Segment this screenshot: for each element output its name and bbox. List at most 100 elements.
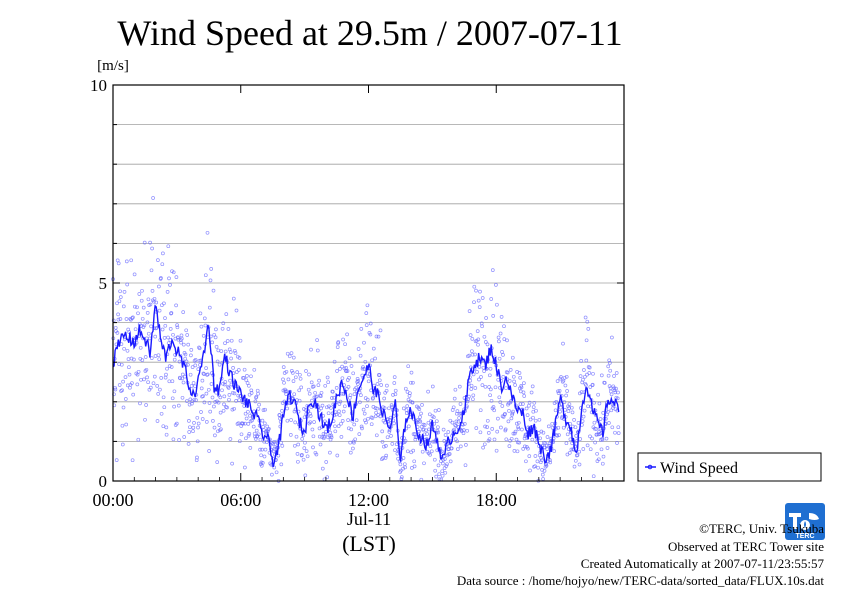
scatter-point xyxy=(220,388,224,393)
scatter-point xyxy=(249,388,254,393)
scatter-point xyxy=(224,312,229,316)
axis-ticks: 0 5 10 00:00 06:00 12:00 18:00 xyxy=(90,76,624,510)
scatter-point xyxy=(155,384,160,388)
scatter-point xyxy=(573,425,578,430)
scatter-point xyxy=(288,433,293,437)
scatter-point xyxy=(197,345,201,350)
scatter-point xyxy=(616,425,621,430)
scatter-point xyxy=(360,426,364,431)
scatter-point xyxy=(192,397,197,402)
scatter-point xyxy=(256,407,261,411)
scatter-point xyxy=(308,411,312,416)
scatter-point xyxy=(208,409,213,414)
scatter-point xyxy=(232,391,237,396)
scatter-point xyxy=(534,408,538,413)
scatter-point xyxy=(472,300,476,305)
scatter-point xyxy=(263,407,267,412)
scatter-point xyxy=(364,420,368,425)
scatter-point xyxy=(172,357,177,362)
scatter-point xyxy=(431,439,435,444)
scatter-point xyxy=(523,444,527,449)
scatter-point xyxy=(567,402,572,407)
scatter-point xyxy=(512,431,517,436)
scatter-point xyxy=(533,464,537,469)
scatter-point xyxy=(491,314,496,318)
scatter-point xyxy=(527,403,531,408)
scatter-point xyxy=(468,378,473,383)
scatter-point xyxy=(179,333,184,338)
scatter-point xyxy=(582,408,587,413)
scatter-point xyxy=(362,411,367,416)
scatter-point xyxy=(572,418,576,422)
scatter-point xyxy=(176,403,181,408)
scatter-point xyxy=(241,421,246,426)
scatter-point xyxy=(483,384,488,389)
scatter-point xyxy=(181,342,186,347)
scatter-point xyxy=(585,319,590,324)
scatter-point xyxy=(300,453,304,457)
scatter-point xyxy=(511,374,516,379)
scatter-point xyxy=(417,407,422,411)
scatter-point xyxy=(295,452,300,456)
scatter-point xyxy=(132,272,137,277)
scatter-point xyxy=(591,474,596,479)
scatter-point xyxy=(428,452,432,457)
scatter-point xyxy=(599,447,604,452)
scatter-point xyxy=(529,390,534,395)
scatter-point xyxy=(577,462,582,467)
scatter-point xyxy=(477,305,482,309)
scatter-point xyxy=(565,389,569,393)
scatter-point xyxy=(570,410,575,415)
scatter-point xyxy=(596,457,601,462)
scatter-point xyxy=(441,427,446,432)
scatter-point xyxy=(260,447,264,452)
scatter-point xyxy=(157,308,162,313)
scatter-point xyxy=(548,460,553,465)
scatter-point xyxy=(315,338,319,342)
scatter-point xyxy=(120,388,124,393)
scatter-point xyxy=(420,449,425,454)
scatter-point xyxy=(359,327,364,331)
scatter-point xyxy=(124,317,129,321)
scatter-point xyxy=(419,411,423,416)
scatter-point xyxy=(460,422,465,427)
x-tick-label: 12:00 xyxy=(348,490,389,510)
scatter-point xyxy=(277,413,282,417)
scatter-point xyxy=(604,436,609,441)
scatter-point xyxy=(204,391,209,396)
scatter-point xyxy=(116,317,121,322)
scatter-point xyxy=(481,365,486,370)
scatter-point xyxy=(114,458,119,462)
legend-box: Wind Speed xyxy=(637,452,822,482)
scatter-point xyxy=(521,390,526,395)
scatter-point xyxy=(525,413,530,417)
scatter-point xyxy=(334,386,339,390)
scatter-point xyxy=(450,420,455,425)
scatter-point xyxy=(389,434,393,438)
scatter-point xyxy=(317,434,322,439)
scatter-point xyxy=(495,302,499,307)
scatter-point xyxy=(586,327,591,331)
scatter-point xyxy=(219,349,224,353)
scatter-point xyxy=(279,440,283,445)
scatter-point xyxy=(336,340,341,344)
scatter-point xyxy=(146,380,150,385)
scatter-point xyxy=(139,377,143,382)
scatter-point xyxy=(291,379,296,383)
scatter-point xyxy=(285,406,289,411)
terc-logo: TERC xyxy=(785,503,825,540)
scatter-point xyxy=(600,461,605,466)
scatter-point xyxy=(531,405,536,409)
scatter-point xyxy=(303,440,307,445)
scatter-point xyxy=(422,461,426,466)
scatter-point xyxy=(216,429,220,434)
scatter-point xyxy=(276,453,281,458)
scatter-point xyxy=(392,381,397,385)
scatter-point xyxy=(238,338,243,343)
scatter-point xyxy=(191,425,196,430)
scatter-point xyxy=(267,426,271,431)
scatter-point xyxy=(142,377,146,382)
scatter-point xyxy=(244,416,249,421)
scatter-point xyxy=(202,400,207,405)
scatter-point xyxy=(614,371,619,375)
